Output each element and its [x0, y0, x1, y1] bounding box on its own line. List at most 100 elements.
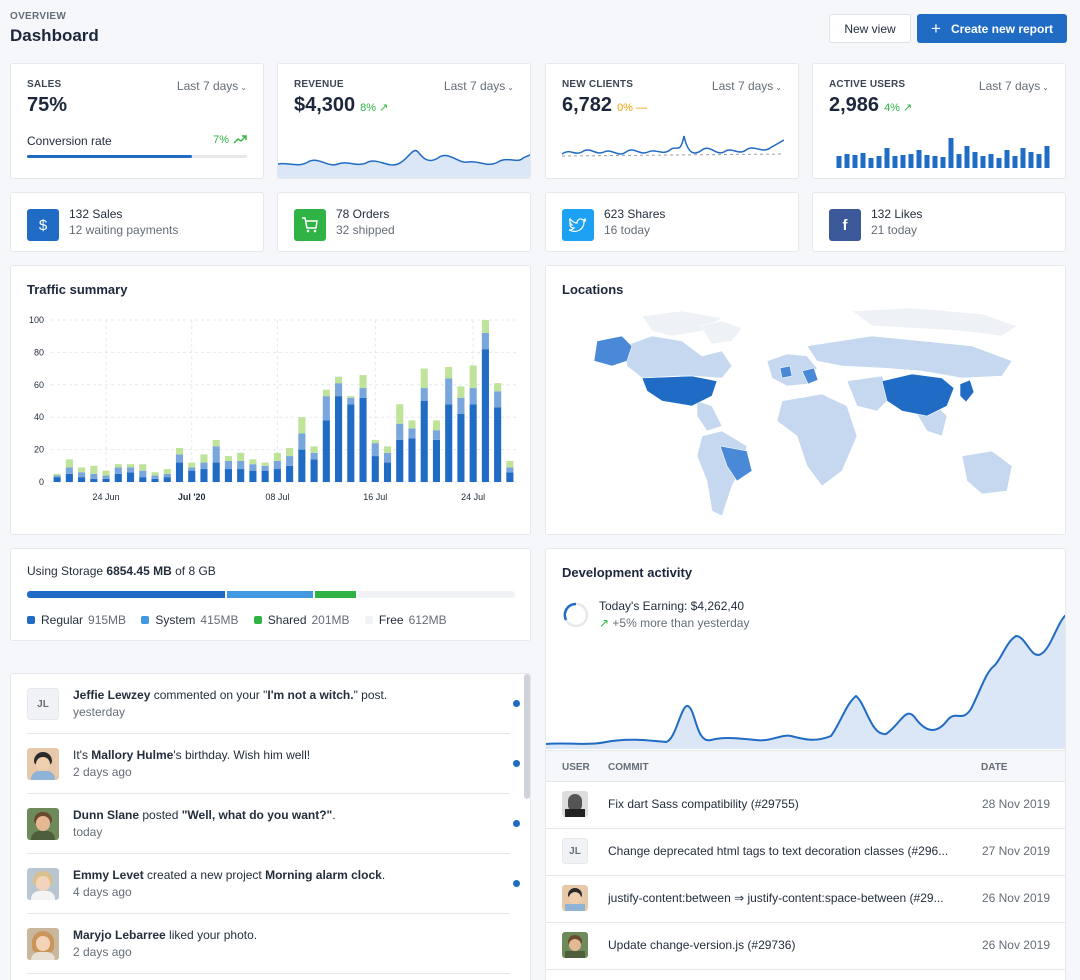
earning-text: Today's Earning: $4,262,40 [599, 599, 745, 613]
user-name[interactable]: Emmy Levet [73, 868, 144, 882]
legend-dot [141, 616, 150, 624]
legend-name: System [155, 613, 196, 627]
table-row[interactable]: Update change-version.js (#29736) 26 Nov… [546, 922, 1065, 969]
stat-card-sales: $ 132 Sales 12 waiting payments [10, 192, 264, 252]
avatar [27, 928, 59, 960]
legend-dot [253, 616, 262, 624]
create-report-button[interactable]: + Create new report [917, 14, 1067, 43]
activity-text: Emmy Levet created a new project Morning… [73, 868, 385, 882]
users-bar [1012, 156, 1018, 168]
storage-segment-shared [315, 591, 357, 598]
bar-segment [78, 467, 86, 473]
legend-size: 612MB [408, 613, 447, 627]
bar-segment [139, 464, 147, 471]
users-bar [916, 150, 922, 168]
y-tick-label: 80 [34, 347, 44, 357]
bar-segment [102, 478, 110, 482]
text-mid: posted [139, 808, 182, 822]
bar-segment [469, 404, 477, 482]
stat-line1: 623 Shares [604, 207, 666, 221]
table-row[interactable]: justify-content:between ⇒ justify-conten… [546, 875, 1065, 922]
commit-message[interactable]: justify-content:between ⇒ justify-conten… [608, 891, 944, 905]
conversion-label: Conversion rate [27, 134, 112, 148]
bar-segment [261, 465, 269, 471]
activity-item[interactable]: Maryjo Lebarree liked your photo. 2 days… [27, 914, 510, 974]
y-tick-label: 40 [34, 412, 44, 422]
users-bar [996, 158, 1002, 168]
bar-segment [347, 396, 355, 398]
bar-segment [383, 462, 392, 482]
range-dropdown[interactable]: Last 7 days ⌄ [177, 79, 247, 93]
table-row[interactable]: Fix dart Sass compatibility (#29755) 28 … [546, 781, 1065, 828]
table-row[interactable] [546, 969, 1065, 980]
avatar [27, 868, 59, 900]
bar-segment [359, 397, 367, 482]
user-name[interactable]: Jeffie Lewzey [73, 688, 151, 702]
bar-segment [114, 464, 122, 468]
kpi-label: NEW CLIENTS [562, 79, 634, 90]
bar-segment [163, 473, 171, 478]
scrollbar-thumb[interactable] [524, 674, 530, 799]
facebook-icon: f [829, 209, 861, 241]
kpi-value-row: 6,782 0% — [562, 94, 647, 117]
commit-message[interactable]: Fix dart Sass compatibility (#29755) [608, 797, 799, 811]
users-bar [964, 146, 970, 168]
bar-segment [139, 477, 147, 482]
bar-segment [175, 462, 184, 482]
activity-item[interactable]: Emmy Levet created a new project Morning… [27, 854, 520, 914]
range-dropdown[interactable]: Last 7 days ⌄ [979, 79, 1049, 93]
bar-segment [237, 469, 245, 482]
table-row[interactable]: JL Change deprecated html tags to text d… [546, 828, 1065, 875]
users-bar [1036, 154, 1042, 168]
commit-message[interactable]: Change deprecated html tags to text deco… [608, 844, 949, 858]
bar-segment [494, 383, 502, 392]
bar-segment [396, 404, 404, 424]
user-name[interactable]: Mallory Hulme [91, 748, 174, 762]
legend-free: Free 612MB [364, 613, 447, 627]
user-name[interactable]: Maryjo Lebarree [73, 928, 166, 942]
commit-message[interactable]: Update change-version.js (#29736) [608, 938, 796, 952]
bar-segment [273, 460, 281, 470]
bar-segment [224, 460, 232, 470]
bar-segment [322, 396, 330, 421]
activity-item[interactable]: Dunn Slane posted "Well, what do you wan… [27, 794, 520, 854]
user-name[interactable]: Dunn Slane [73, 808, 140, 822]
avatar [27, 748, 59, 780]
activity-item[interactable]: It's Mallory Hulme's birthday. Wish him … [27, 734, 520, 794]
avatar: JL [27, 688, 59, 720]
bar-segment [237, 452, 245, 461]
kpi-value: 2,986 [829, 94, 880, 116]
new-view-label: New view [844, 21, 896, 36]
bar-segment [506, 467, 514, 473]
bar-segment [359, 388, 367, 398]
bar-segment [65, 459, 73, 468]
activity-time: 2 days ago [73, 945, 132, 959]
avatar: JL [562, 838, 588, 864]
kpi-card-revenue: REVENUE Last 7 days ⌄ $4,300 8% ↗ [277, 63, 531, 179]
range-dropdown[interactable]: Last 7 days ⌄ [444, 79, 514, 93]
bar-segment [371, 439, 379, 444]
kpi-label: SALES [27, 79, 62, 90]
unread-dot [513, 820, 520, 827]
conversion-trend: 7% [213, 134, 247, 146]
range-label: Last 7 days [176, 79, 239, 93]
activity-text: Dunn Slane posted "Well, what do you wan… [73, 808, 336, 822]
range-dropdown[interactable]: Last 7 days ⌄ [712, 79, 782, 93]
bar-segment [90, 465, 98, 474]
users-bar [932, 156, 938, 168]
card-title: Locations [562, 282, 624, 297]
column-user: USER [562, 762, 590, 773]
bar-segment [457, 413, 465, 482]
bar-segment [506, 460, 514, 468]
avatar [562, 885, 588, 911]
trend-up-icon: ↗ [903, 102, 913, 114]
bar-segment [114, 473, 122, 482]
bar-segment [249, 464, 257, 471]
new-view-button[interactable]: New view [829, 14, 911, 43]
bar-segment [322, 420, 330, 482]
bar-segment [432, 420, 441, 431]
bar-segment [445, 404, 453, 482]
activity-item[interactable]: JL Jeffie Lewzey commented on your "I'm … [27, 674, 520, 734]
bar-segment [286, 465, 294, 482]
bar-segment [151, 478, 159, 482]
